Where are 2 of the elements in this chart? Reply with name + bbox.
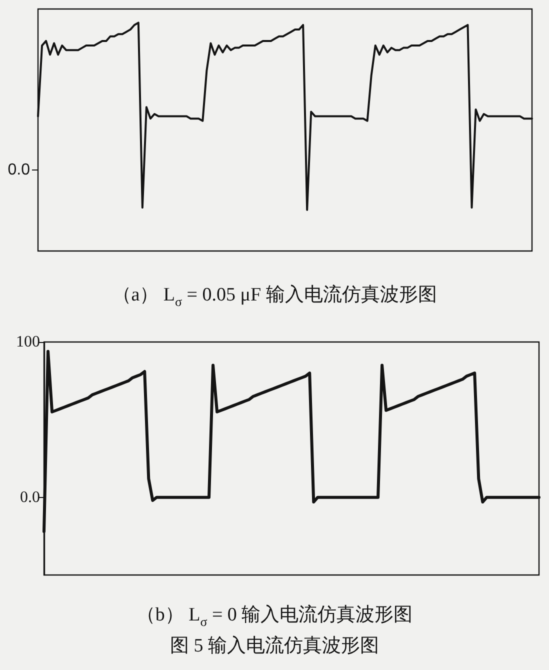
y-tick-label: 100: [16, 334, 40, 350]
caption: 图 5 输入电流仿真波形图: [170, 634, 379, 656]
